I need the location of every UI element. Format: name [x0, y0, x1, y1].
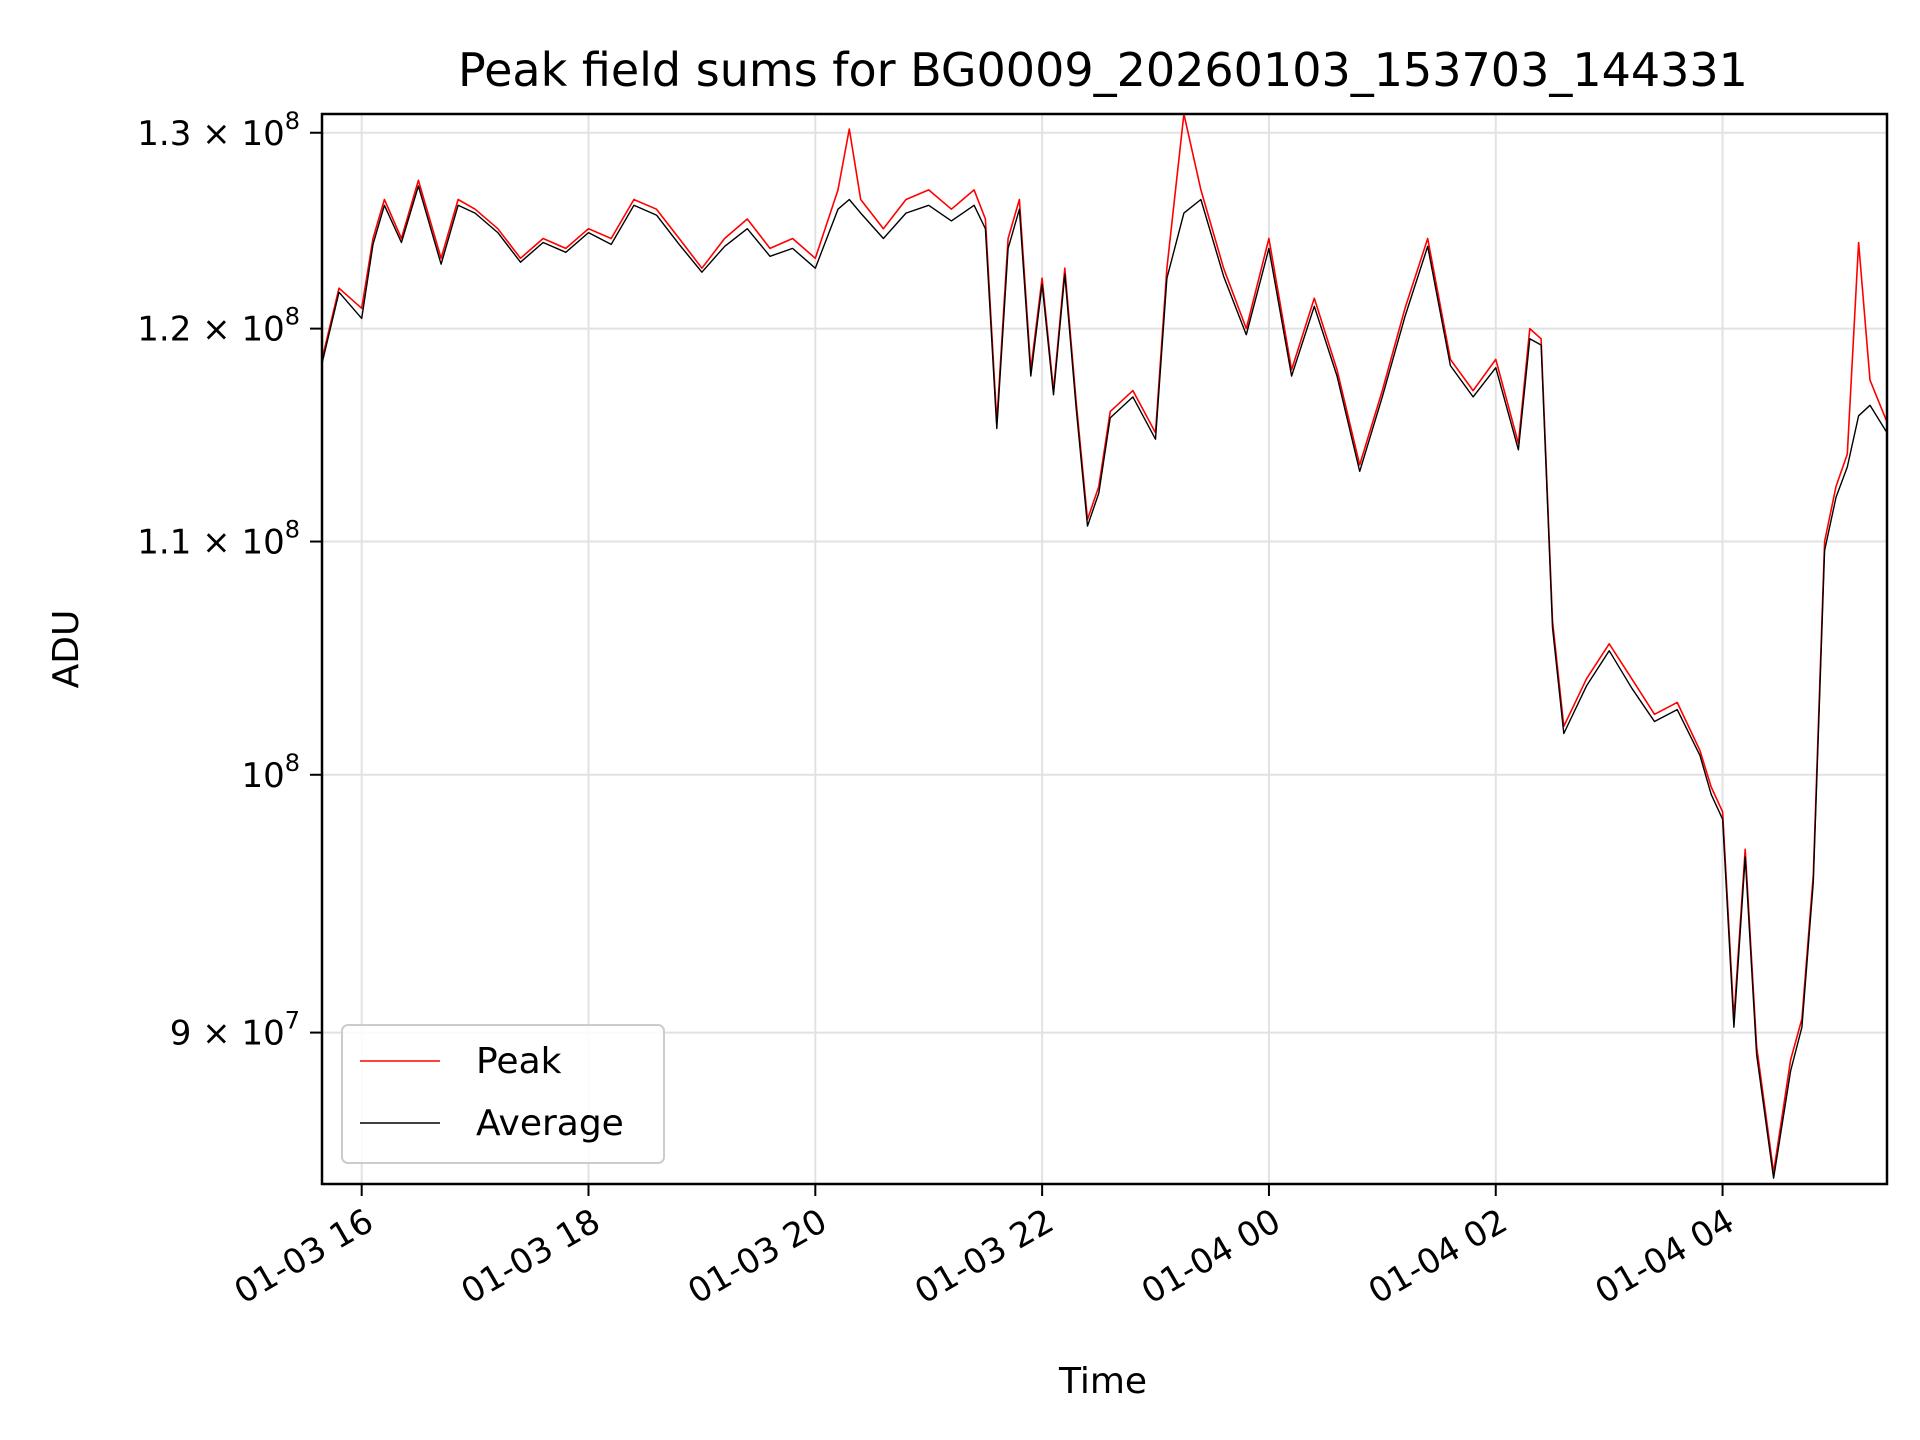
y-axis-label: ADU — [46, 610, 87, 689]
legend-peak-label: Peak — [476, 1041, 562, 1082]
y-tick-label: 1.3 × 108 — [137, 107, 300, 154]
x-axis-label: Time — [1058, 1361, 1147, 1402]
series-line-average — [321, 185, 1888, 1179]
x-tick-label: 01-03 16 — [228, 1201, 380, 1312]
chart-title: Peak field sums for BG0009_20260103_1537… — [458, 43, 1748, 97]
legend-box — [341, 1024, 665, 1164]
x-tick-label: 01-04 00 — [1135, 1201, 1287, 1312]
legend[interactable]: Peak Average — [341, 1024, 665, 1164]
y-tick-label: 9 × 107 — [170, 1007, 300, 1054]
series-layer — [321, 113, 1888, 1179]
legend-average-label: Average — [476, 1103, 624, 1144]
grid — [322, 114, 1887, 1184]
y-tick-label: 1.1 × 108 — [137, 516, 300, 563]
x-tick-label: 01-03 20 — [681, 1201, 833, 1312]
y-tick-label: 1.2 × 108 — [137, 303, 300, 350]
x-tick-label: 01-04 04 — [1589, 1201, 1741, 1312]
x-axis: 01-03 16 01-03 18 01-03 20 01-03 22 01-04 00… — [228, 1184, 1741, 1312]
x-tick-label: 01-03 18 — [455, 1201, 607, 1312]
x-tick-label: 01-04 02 — [1362, 1201, 1514, 1312]
x-tick-label: 01-03 22 — [908, 1201, 1060, 1312]
series-line-peak — [321, 113, 1888, 1174]
y-tick-label: 108 — [241, 749, 300, 796]
plot-frame — [320, 112, 1889, 1186]
y-axis: 9 × 107 108 1.1 × 108 1.2 × 108 1.3 × 108 — [137, 107, 322, 1054]
